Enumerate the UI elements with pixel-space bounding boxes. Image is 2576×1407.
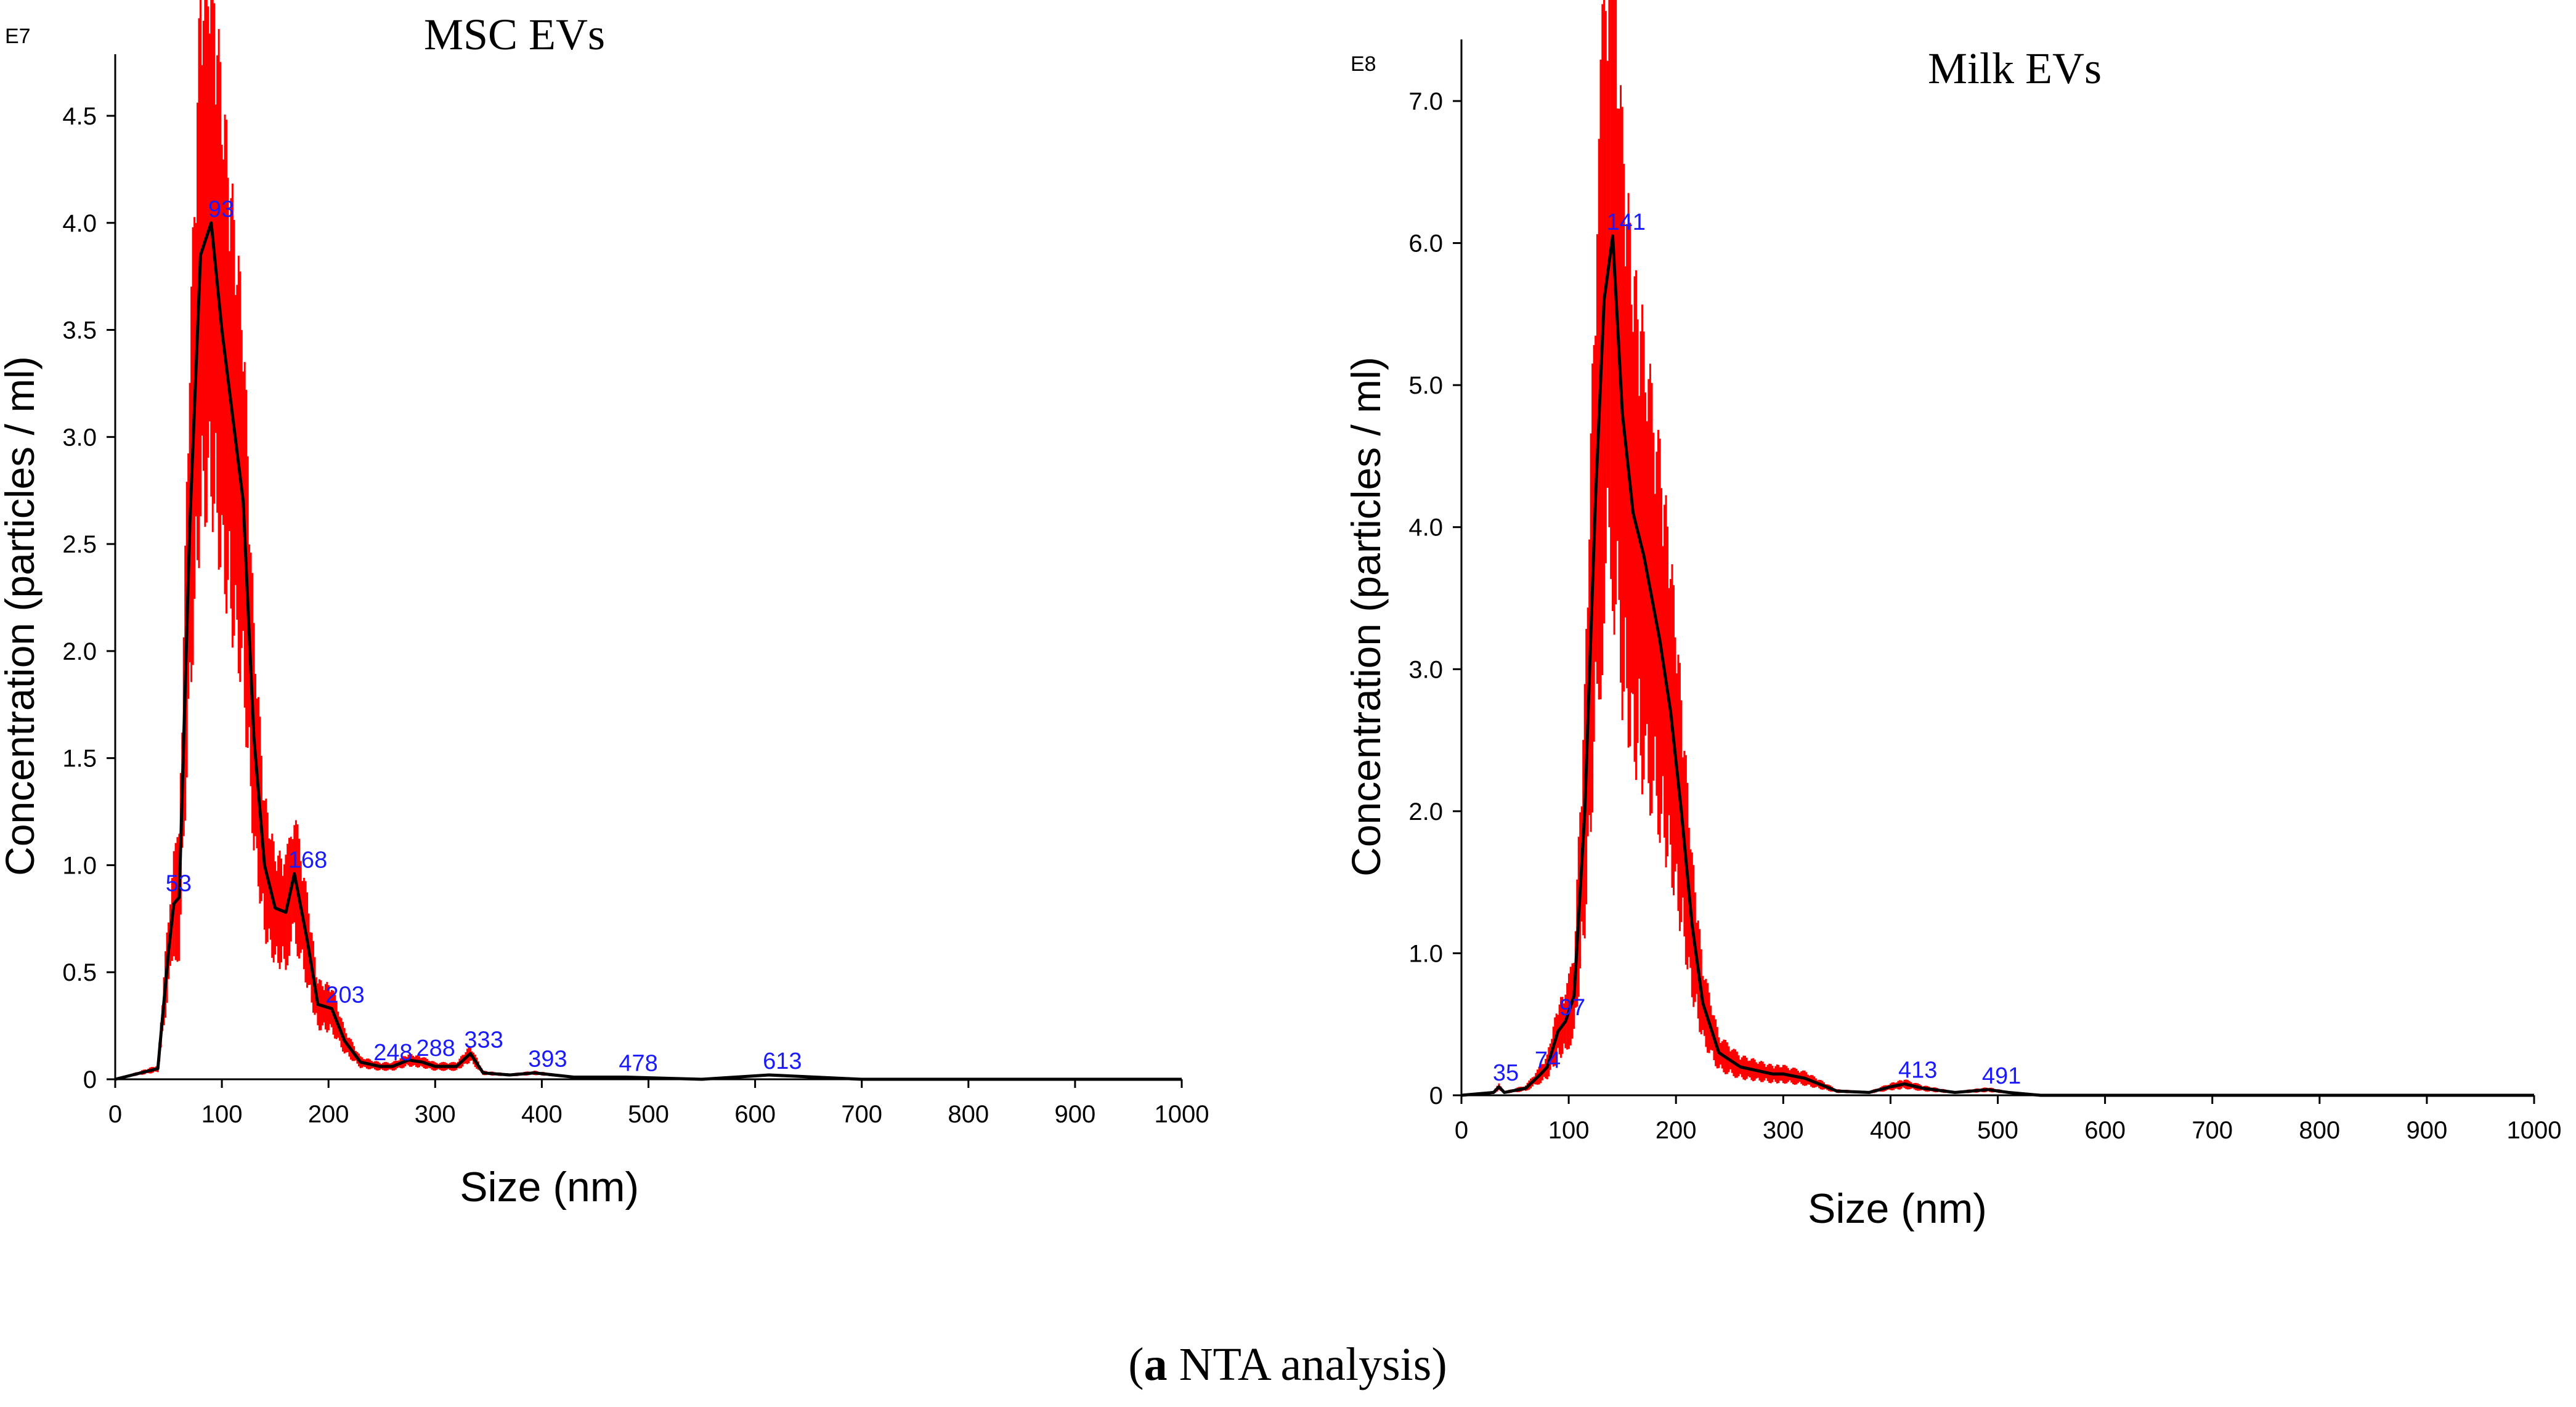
x-tick-label: 0 bbox=[1455, 1117, 1468, 1144]
y-tick-label: 5.0 bbox=[1408, 372, 1443, 399]
caption-text: NTA analysis bbox=[1168, 1339, 1432, 1390]
y-tick-label: 3.0 bbox=[62, 424, 97, 451]
y-tick-label: 4.0 bbox=[1408, 514, 1443, 541]
peak-label: 53 bbox=[166, 871, 192, 897]
x-tick-label: 300 bbox=[1763, 1117, 1804, 1144]
y-tick-label: 2.5 bbox=[62, 531, 97, 558]
milk-evs-chart: 0 100 200 300 400 500 600 700 800 900 1000 0 1.0 2.0 3… bbox=[1343, 0, 2561, 1232]
y-tick-label: 0.5 bbox=[62, 959, 97, 986]
peak-label: 93 bbox=[208, 197, 234, 222]
peak-label: 141 bbox=[1606, 209, 1645, 235]
x-axis-title: Size (nm) bbox=[1808, 1185, 1987, 1232]
peak-label: 478 bbox=[619, 1051, 657, 1077]
peak-label: 168 bbox=[288, 847, 327, 873]
y-tick-label: 1.0 bbox=[62, 852, 97, 879]
peak-label: 491 bbox=[1982, 1063, 2021, 1089]
x-axis-title: Size (nm) bbox=[460, 1164, 639, 1210]
chart-title: MSC EVs bbox=[424, 10, 605, 59]
x-tick-label: 200 bbox=[308, 1101, 349, 1128]
x-tick-label: 0 bbox=[108, 1101, 122, 1128]
mean-curve bbox=[1461, 234, 2534, 1097]
y-tick-label: 1.5 bbox=[62, 745, 97, 772]
peak-label: 333 bbox=[464, 1027, 503, 1053]
x-tick-label: 300 bbox=[415, 1101, 456, 1128]
x-tick-label: 800 bbox=[2299, 1117, 2340, 1144]
y-axis-title: Concentration (particles / ml) bbox=[1343, 357, 1389, 877]
x-tick-label: 900 bbox=[2407, 1117, 2448, 1144]
x-tick-label: 900 bbox=[1055, 1101, 1096, 1128]
x-tick-label: 500 bbox=[1977, 1117, 2018, 1144]
y-tick-label: 4.0 bbox=[62, 210, 97, 237]
peak-label: 203 bbox=[325, 982, 364, 1008]
y-tick-label: 0 bbox=[83, 1066, 97, 1093]
x-tick-label: 400 bbox=[521, 1101, 563, 1128]
x-tick-label: 700 bbox=[841, 1101, 882, 1128]
x-tick-label: 100 bbox=[201, 1101, 243, 1128]
y-tick-label: 0 bbox=[1429, 1082, 1443, 1109]
x-tick-label: 200 bbox=[1656, 1117, 1697, 1144]
x-tick-label: 500 bbox=[628, 1101, 669, 1128]
caption-label: a bbox=[1144, 1339, 1168, 1390]
y-scale-exponent: E7 bbox=[5, 25, 31, 48]
y-scale-exponent: E8 bbox=[1351, 52, 1376, 76]
x-tick-label: 400 bbox=[1870, 1117, 1911, 1144]
peak-label: 393 bbox=[528, 1047, 567, 1072]
x-tick-label: 700 bbox=[2192, 1117, 2233, 1144]
error-band bbox=[1463, 0, 2041, 1095]
peak-label: 35 bbox=[1493, 1060, 1519, 1086]
x-tick-label: 600 bbox=[734, 1101, 776, 1128]
y-tick-label: 4.5 bbox=[62, 103, 97, 130]
figure-caption: (a NTA analysis) bbox=[1128, 1339, 1447, 1390]
chart-title: Milk EVs bbox=[1928, 44, 2102, 93]
y-tick-label: 1.0 bbox=[1408, 940, 1443, 967]
peak-label: 97 bbox=[1559, 995, 1585, 1021]
mean-curve bbox=[115, 221, 1182, 1081]
peak-label: 248 bbox=[373, 1040, 412, 1066]
y-tick-label: 2.0 bbox=[1408, 798, 1443, 825]
y-axis-title: Concentration (particles / ml) bbox=[0, 356, 43, 876]
x-tick-label: 100 bbox=[1548, 1117, 1590, 1144]
error-band bbox=[116, 0, 858, 1079]
y-tick-label: 7.0 bbox=[1408, 88, 1443, 115]
y-tick-label: 3.0 bbox=[1408, 656, 1443, 683]
peak-label: 74 bbox=[1535, 1047, 1561, 1073]
peak-label: 613 bbox=[763, 1048, 802, 1074]
x-tick-label: 600 bbox=[2084, 1117, 2126, 1144]
x-tick-label: 1000 bbox=[1155, 1101, 1209, 1128]
y-tick-label: 6.0 bbox=[1408, 230, 1443, 257]
x-tick-label: 1000 bbox=[2507, 1117, 2562, 1144]
y-tick-label: 3.5 bbox=[62, 317, 97, 344]
peak-label: 288 bbox=[416, 1036, 455, 1061]
x-tick-label: 800 bbox=[948, 1101, 989, 1128]
peak-label: 413 bbox=[1898, 1058, 1937, 1084]
msc-evs-chart: 0 100 200 300 400 500 600 700 800 900 1000 0 0.5 1.0 1… bbox=[0, 0, 1209, 1210]
y-tick-label: 2.0 bbox=[62, 638, 97, 665]
